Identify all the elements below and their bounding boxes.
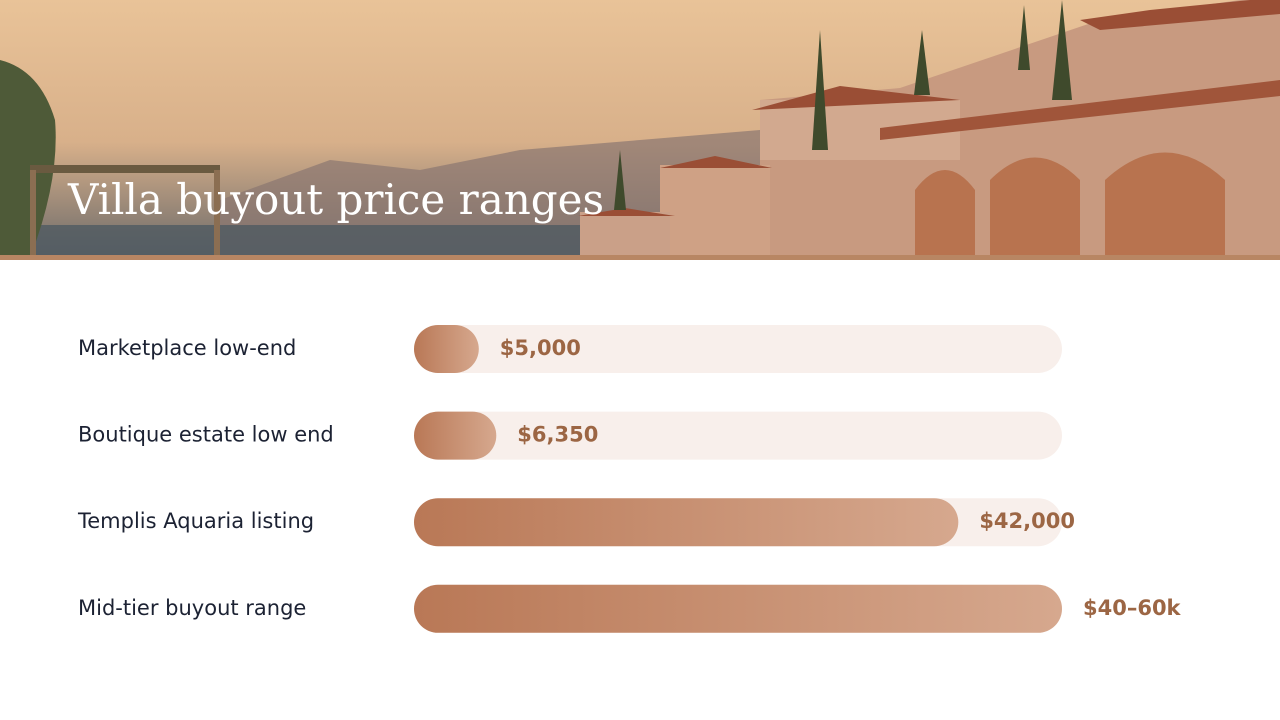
bar (414, 584, 1062, 633)
value-label: $42,000 (979, 509, 1075, 533)
header-image (0, 0, 1280, 260)
chart-title: Villa buyout price ranges (67, 175, 604, 224)
value-label: $6,350 (517, 423, 598, 447)
plot-area: Marketplace low-end $5,000 Boutique estate… (77, 325, 1182, 633)
value-label: $40–60k (1083, 596, 1182, 620)
category-label: Templis Aquaria listing (77, 509, 314, 533)
bar (414, 325, 479, 373)
bar (414, 411, 497, 460)
value-label: $5,000 (500, 336, 581, 360)
category-label: Boutique estate low end (78, 423, 334, 447)
bar (414, 498, 959, 547)
category-label: Mid-tier buyout range (78, 596, 306, 620)
bar-track (414, 411, 1062, 460)
bar-track (414, 325, 1062, 373)
category-label: Marketplace low-end (78, 336, 296, 360)
